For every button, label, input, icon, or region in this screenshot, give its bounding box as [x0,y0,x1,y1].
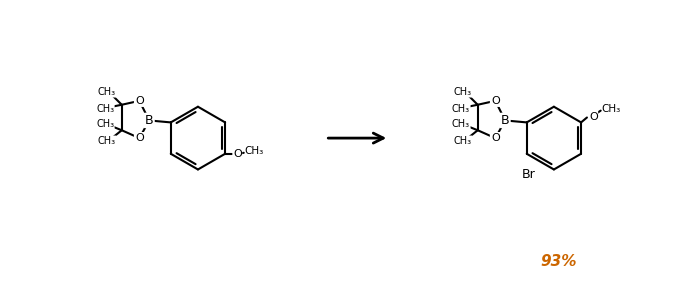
Text: Br: Br [522,168,536,180]
Text: CH₃: CH₃ [454,136,472,146]
Text: O: O [233,149,242,159]
Text: O: O [589,112,597,122]
Text: 93%: 93% [541,254,577,269]
Text: B: B [145,114,154,127]
Text: CH₃: CH₃ [98,136,116,146]
Text: CH₃: CH₃ [602,104,621,114]
Text: CH₃: CH₃ [96,104,114,114]
Text: CH₃: CH₃ [98,87,116,97]
Text: CH₃: CH₃ [454,87,472,97]
Text: B: B [501,114,509,127]
Text: CH₃: CH₃ [452,104,470,114]
Text: CH₃: CH₃ [245,146,264,156]
Text: CH₃: CH₃ [452,119,470,129]
Text: O: O [491,133,500,143]
Text: O: O [135,96,143,106]
Text: O: O [135,133,143,143]
Text: O: O [491,96,500,106]
Text: CH₃: CH₃ [96,119,114,129]
